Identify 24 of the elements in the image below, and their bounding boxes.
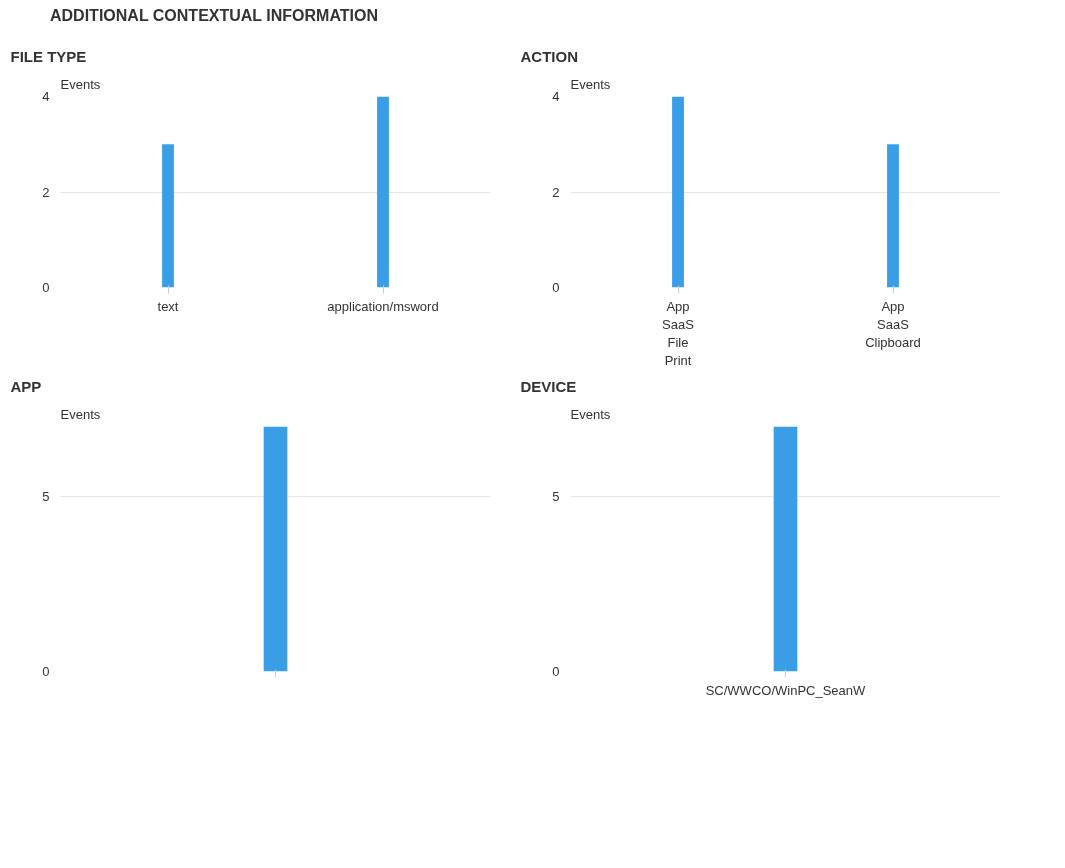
x-tick-label: App SaaS File Print <box>662 298 695 368</box>
x-tick-label: SC/WWCO/WinPC_SeanW <box>705 682 867 698</box>
y-tick-label: 2 <box>42 184 50 200</box>
chart-title: ACTION <box>520 47 578 65</box>
chart-title: APP <box>10 377 42 395</box>
x-tick-label: application/msword <box>327 298 439 314</box>
y-axis-title: Events <box>570 76 611 92</box>
y-axis-title: Events <box>60 76 101 92</box>
y-axis-title: Events <box>60 406 101 422</box>
chart-title: FILE TYPE <box>10 47 87 65</box>
chart-title: DEVICE <box>520 377 577 395</box>
y-axis-title: Events <box>570 406 611 422</box>
y-tick-label: 4 <box>552 89 560 104</box>
x-tick-label: App SaaS Clipboard <box>865 298 921 350</box>
y-tick-label: 0 <box>552 280 560 295</box>
y-tick-label: 5 <box>42 489 50 504</box>
y-tick-label: 0 <box>552 664 560 679</box>
y-tick-label: 2 <box>552 184 560 200</box>
y-tick-label: 5 <box>552 489 560 504</box>
y-tick-label: 0 <box>42 280 50 295</box>
text: ADDITIONAL CONTEXTUAL INFORMATION <box>50 6 378 26</box>
y-tick-label: 4 <box>42 89 50 104</box>
y-tick-label: 0 <box>42 664 50 679</box>
x-tick-label: text <box>157 298 179 314</box>
